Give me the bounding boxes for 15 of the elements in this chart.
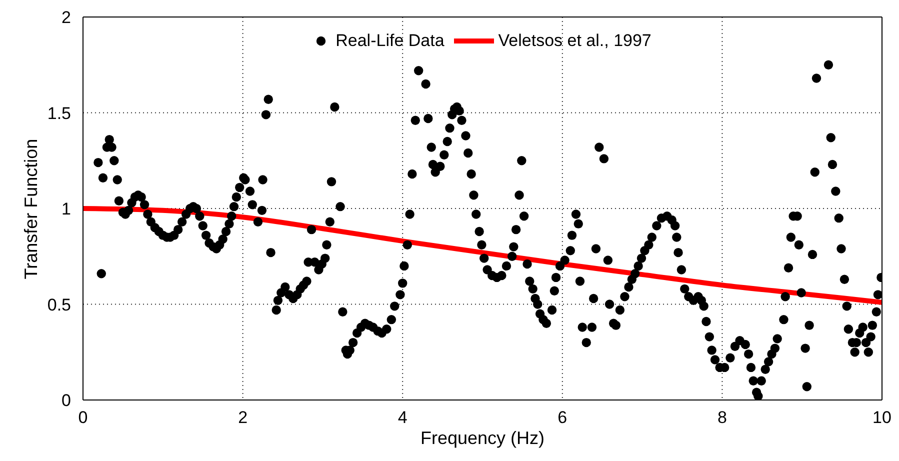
y-tick-label: 0: [62, 391, 71, 410]
y-tick-label: 1.5: [47, 104, 71, 123]
x-tick-label: 6: [558, 408, 568, 428]
legend-label: Real-Life Data: [336, 31, 444, 51]
x-tick-label: 0: [78, 408, 88, 428]
x-tick-label: 10: [872, 408, 892, 428]
y-axis-title: Transfer Function: [20, 137, 42, 281]
y-tick-label: 1: [62, 200, 71, 219]
x-axis-title: Frequency (Hz): [419, 427, 546, 449]
legend-label: Veletsos et al., 1997: [498, 31, 652, 51]
x-tick-label: 4: [398, 408, 408, 428]
x-tick-label: 2: [238, 408, 248, 428]
y-tick-label: 0.5: [47, 295, 71, 314]
x-tick-label: 8: [717, 408, 727, 428]
y-tick-label: 2: [62, 8, 71, 28]
